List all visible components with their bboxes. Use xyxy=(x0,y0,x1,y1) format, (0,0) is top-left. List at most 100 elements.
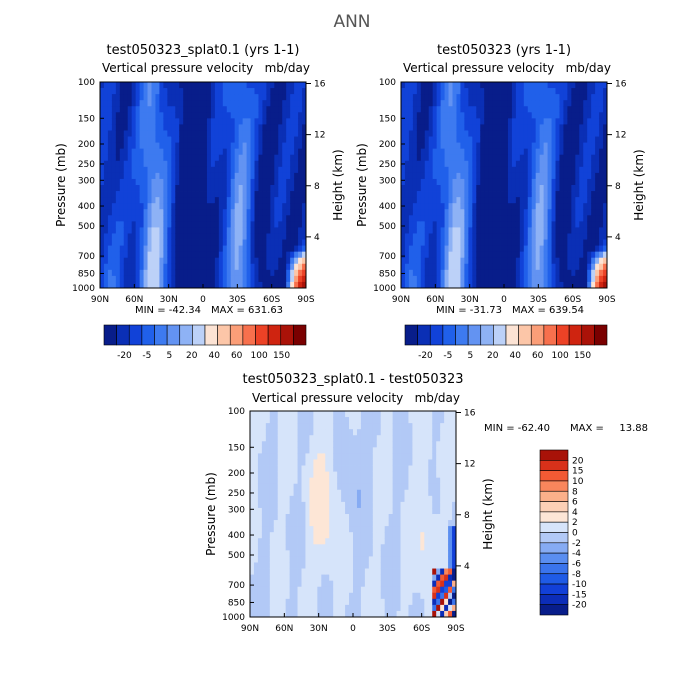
contour-cell xyxy=(302,142,307,150)
contour-cell xyxy=(210,251,216,259)
contour-cell xyxy=(401,100,406,107)
contour-cell xyxy=(523,118,529,125)
colorbar-swatch xyxy=(166,324,181,346)
contour-cell xyxy=(274,245,279,253)
contour-cell xyxy=(364,556,370,563)
contour-cell xyxy=(298,281,303,289)
contour-cell xyxy=(246,245,251,253)
contour-cell xyxy=(277,550,283,557)
y2-axis-label: Height (km) xyxy=(331,149,345,220)
contour-cell xyxy=(603,239,608,246)
contour-cell xyxy=(290,154,295,162)
contour-cell xyxy=(254,203,259,210)
contour-cell xyxy=(297,417,302,424)
contour-cell xyxy=(100,166,105,174)
contour-cell xyxy=(563,233,568,240)
contour-cell xyxy=(401,239,406,246)
contour-cell xyxy=(504,269,509,277)
contour-cell xyxy=(253,423,259,430)
contour-cell xyxy=(199,197,204,204)
contour-cell xyxy=(472,209,477,216)
contour-cell xyxy=(293,556,298,563)
contour-cell xyxy=(191,142,196,150)
contour-cell xyxy=(131,142,137,150)
contour-cell xyxy=(175,148,180,156)
contour-cell xyxy=(337,453,342,460)
contour-cell xyxy=(448,227,453,234)
contour-cell xyxy=(583,275,588,283)
contour-cell xyxy=(360,592,366,600)
contour-cell xyxy=(448,166,453,174)
contour-cell xyxy=(151,275,156,283)
contour-cell xyxy=(305,604,310,612)
contour-cell xyxy=(290,281,295,289)
contour-cell xyxy=(337,495,342,503)
contour-cell xyxy=(289,507,294,515)
contour-cell xyxy=(408,245,414,253)
contour-cell xyxy=(266,269,271,277)
contour-cell xyxy=(408,124,414,131)
contour-cell xyxy=(345,465,350,472)
contour-cell xyxy=(452,269,457,277)
contour-cell xyxy=(317,453,322,460)
colorbar: -20 -5 5 20 40 60 100 150 xyxy=(404,324,608,361)
contour-cell xyxy=(321,574,326,582)
contour-cell xyxy=(559,130,564,137)
contour-cell xyxy=(254,269,259,277)
contour-cell xyxy=(579,263,584,271)
contour-cell xyxy=(368,429,374,436)
contour-cell xyxy=(139,124,144,131)
contour-cell xyxy=(356,586,362,594)
contour-cell xyxy=(258,154,263,162)
contour-cell xyxy=(135,100,141,107)
contour-cell xyxy=(384,441,390,448)
contour-cell xyxy=(206,185,212,192)
contour-cell xyxy=(372,429,378,436)
contour-cell xyxy=(226,88,232,95)
contour-cell xyxy=(187,227,192,234)
contour-cell xyxy=(242,154,247,162)
contour-cell xyxy=(444,245,449,253)
contour-cell xyxy=(496,203,501,210)
contour-cell xyxy=(436,124,442,131)
contour-cell xyxy=(500,166,505,174)
contour-cell xyxy=(527,185,533,192)
contour-cell xyxy=(131,203,137,210)
contour-cell xyxy=(100,251,105,259)
contour-cell xyxy=(298,263,303,271)
contour-cell xyxy=(587,227,592,234)
contour-cell xyxy=(171,239,176,246)
contour-cell xyxy=(294,203,299,210)
contour-cell xyxy=(356,447,362,454)
contour-cell xyxy=(199,275,204,283)
contour-cell xyxy=(551,281,556,289)
contour-cell xyxy=(163,209,168,216)
contour-cell xyxy=(337,592,342,600)
contour-cell xyxy=(321,483,326,491)
contour-cell xyxy=(341,592,346,600)
contour-cell xyxy=(242,130,247,137)
contour-cell xyxy=(214,94,220,101)
contour-cell xyxy=(147,160,152,168)
contour-cell xyxy=(222,88,228,95)
contour-cell xyxy=(468,94,473,101)
contour-cell xyxy=(293,441,298,448)
contour-cell xyxy=(360,483,366,491)
contour-cell xyxy=(285,483,291,491)
contour-cell xyxy=(543,112,548,119)
contour-cell xyxy=(167,209,172,216)
contour-cell xyxy=(203,118,208,125)
contour-cell xyxy=(253,447,259,454)
contour-cell xyxy=(444,124,449,131)
contour-cell xyxy=(360,489,366,497)
contour-cell xyxy=(420,88,426,95)
contour-cell xyxy=(484,227,489,234)
contour-cell xyxy=(424,245,430,253)
contour-cell xyxy=(258,251,263,259)
contour-cell xyxy=(214,191,220,198)
contour-cell xyxy=(282,263,287,271)
contour-cell xyxy=(372,417,378,424)
contour-cell xyxy=(226,263,232,271)
contour-cell xyxy=(333,544,338,551)
contour-cell xyxy=(115,185,121,192)
